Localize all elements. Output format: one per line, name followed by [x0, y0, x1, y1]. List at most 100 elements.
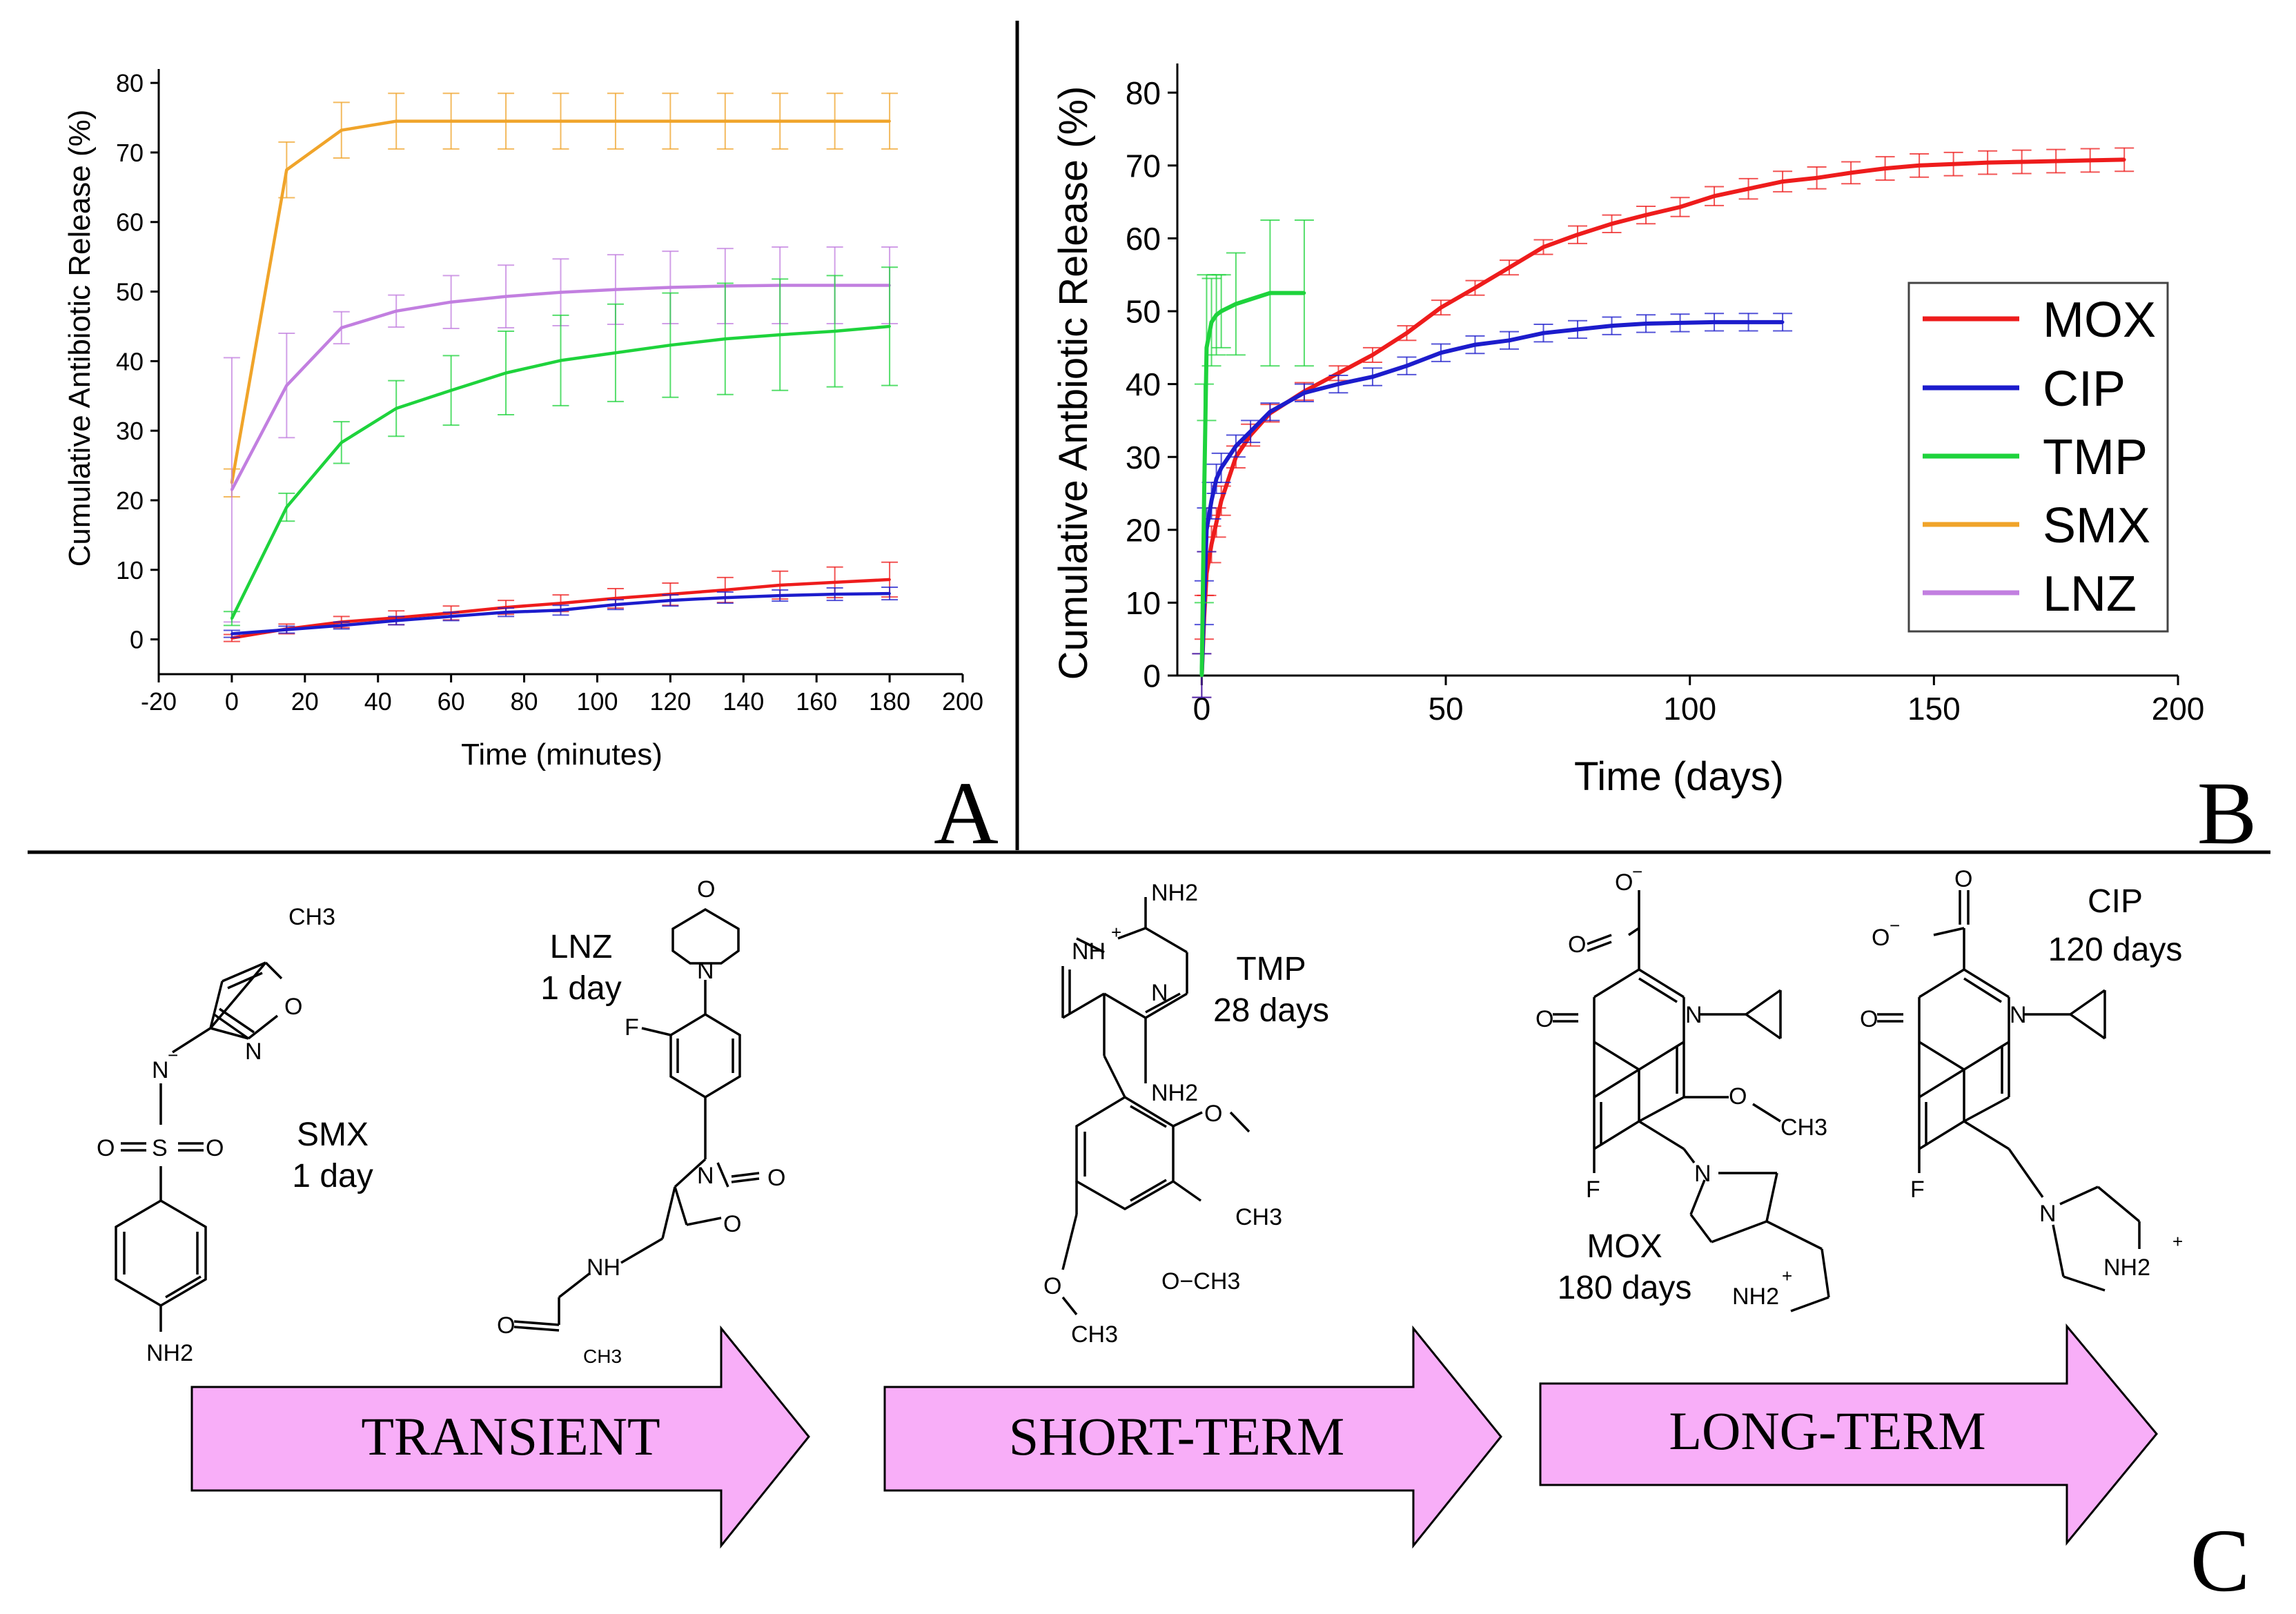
series-tmp: [223, 266, 899, 627]
data-point: [1747, 187, 1750, 191]
smx-name: SMX: [297, 1116, 369, 1153]
y-tick-label: 0: [130, 626, 144, 654]
data-point: [230, 489, 233, 491]
x-tick-label: 40: [364, 687, 392, 716]
data-point: [1747, 320, 1750, 324]
data-point: [888, 325, 891, 328]
chart-a-ylabel: Cumulative Antibiotic Release (%): [63, 110, 97, 567]
data-point: [230, 617, 233, 620]
data-point: [340, 128, 343, 132]
data-point: [1371, 375, 1375, 379]
x-tick-label: 80: [511, 687, 538, 716]
legend-box: [1907, 282, 2169, 633]
data-point: [1507, 266, 1511, 270]
series-mox: [223, 561, 899, 642]
data-point: [395, 407, 398, 410]
legend-label-cip: CIP: [2043, 362, 2126, 417]
series-line-mox: [1199, 157, 2125, 676]
data-point: [1644, 213, 1648, 217]
data-point: [723, 119, 727, 123]
data-point: [1268, 410, 1272, 414]
data-point: [559, 291, 562, 294]
stage-label-long-term: LONG-TERM: [1669, 1401, 1985, 1461]
data-point: [1712, 320, 1716, 324]
data-point: [2122, 157, 2126, 161]
mox-f: F: [1586, 1177, 1600, 1203]
x-tick-label: 160: [796, 687, 837, 716]
data-point: [1849, 170, 1853, 175]
data-point: [1234, 302, 1238, 306]
smx-nh2: NH2: [146, 1340, 193, 1366]
data-point: [1780, 179, 1785, 184]
data-point: [1215, 520, 1218, 524]
x-tick-label: 100: [1663, 691, 1716, 727]
y-tick-label: 80: [1126, 75, 1161, 111]
data-point: [723, 337, 727, 340]
data-point: [1219, 309, 1224, 313]
data-point: [285, 506, 288, 509]
data-point: [669, 344, 672, 346]
data-point: [559, 119, 562, 123]
arrow-short-term: [883, 1325, 1502, 1549]
arrow-long-term: [1539, 1323, 2158, 1546]
chart-a-series: [223, 92, 899, 642]
mox-n-pyr: N: [1694, 1161, 1711, 1187]
data-point: [778, 584, 782, 587]
data-point: [504, 119, 507, 123]
chart-a: -20 0 20 40 60 80 100 120 140 160 180 200 0 10 20 30 40 5…: [63, 69, 983, 771]
cip-name: CIP: [2088, 883, 2143, 920]
data-point: [1985, 161, 1990, 165]
x-tick-label: 120: [649, 687, 691, 716]
data-point: [614, 351, 617, 355]
data-point: [449, 300, 453, 304]
data-point: [504, 611, 507, 614]
data-point: [614, 597, 617, 600]
chart-b-legend: MOX CIP TMP SMX LNZ: [1907, 282, 2169, 633]
data-point: [833, 593, 836, 596]
data-point: [1542, 331, 1545, 335]
stage-arrows: TRANSIENT SHORT-TERM LONG-TERM: [190, 1323, 2158, 1549]
data-point: [1610, 222, 1613, 226]
mox-name: MOX: [1587, 1228, 1662, 1265]
data-point: [449, 119, 453, 123]
data-point: [888, 119, 891, 123]
data-point: [504, 295, 507, 298]
y-tick-label: 0: [1143, 658, 1161, 694]
cip-f: F: [1910, 1177, 1925, 1203]
data-point: [340, 326, 343, 329]
data-point: [1473, 343, 1477, 346]
panel-letter-a: A: [934, 764, 999, 863]
series-smx: [223, 92, 899, 498]
data-point: [395, 119, 398, 123]
data-point: [2020, 160, 2024, 164]
series-tmp: [1194, 219, 1314, 678]
mox-o-minus: O: [1615, 869, 1633, 896]
x-tick-label: 200: [942, 687, 983, 716]
lnz-o-morph: O: [697, 876, 715, 903]
data-point: [1473, 286, 1477, 290]
data-point: [285, 168, 288, 171]
y-tick-label: 30: [1126, 440, 1161, 475]
tmp-bonds: [1061, 897, 1250, 1316]
cip-n-q: N: [2010, 1002, 2027, 1028]
data-point: [614, 603, 617, 606]
x-tick-label: 0: [225, 687, 239, 716]
cip-plus: +: [2172, 1231, 2183, 1252]
x-tick-label: 20: [291, 687, 319, 716]
x-tick-label: 180: [869, 687, 910, 716]
smx-bonds: [115, 961, 283, 1332]
chart-a-xlabel: Time (minutes): [461, 738, 663, 771]
y-tick-label: 40: [1126, 366, 1161, 402]
x-tick-label: 140: [723, 687, 764, 716]
data-point: [1815, 176, 1818, 180]
data-point: [2054, 159, 2058, 163]
series-line-cip: [1199, 319, 1783, 676]
y-tick-label: 50: [1126, 294, 1161, 330]
data-point: [1542, 245, 1545, 249]
data-point: [1219, 499, 1224, 502]
mox-bonds: [1553, 890, 1830, 1312]
data-point: [1917, 164, 1921, 168]
